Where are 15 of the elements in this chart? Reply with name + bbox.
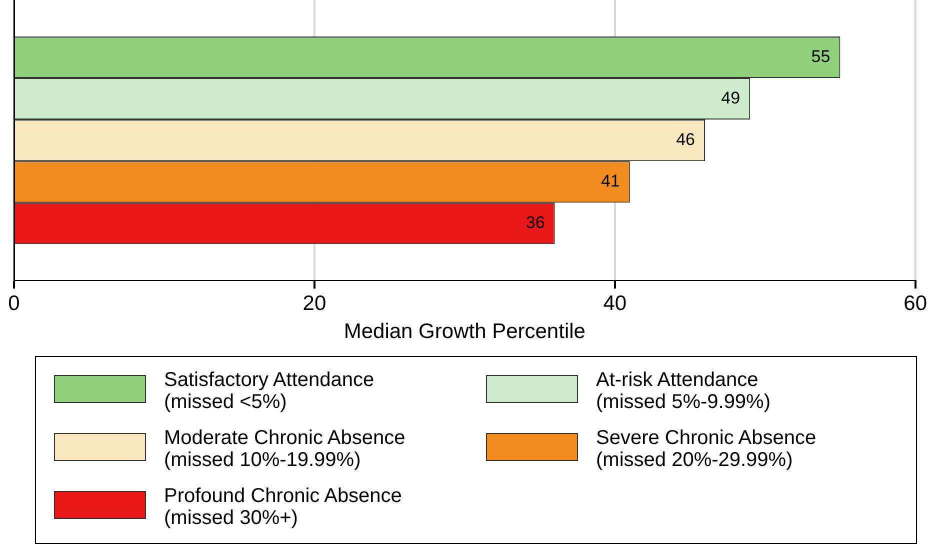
data-label: 55 — [811, 46, 830, 66]
x-tick-label: 60 — [904, 292, 927, 315]
legend-label: Moderate Chronic Absence (missed 10%-19.99%) — [164, 427, 406, 471]
data-label: 49 — [721, 88, 740, 108]
legend-label: Severe Chronic Absence (missed 20%-29.99%) — [596, 427, 816, 471]
x-tick-label: 40 — [603, 292, 627, 315]
x-tick-label: 20 — [302, 292, 326, 315]
data-label: 36 — [526, 213, 545, 232]
legend-label: Profound Chronic Absence (missed 30%+) — [164, 485, 402, 529]
data-label: 41 — [600, 172, 620, 191]
data-label: 46 — [676, 130, 696, 149]
x-axis-title: Median Growth Percentile — [344, 320, 586, 344]
legend-label: Satisfactory Attendance (missed <5%) — [164, 369, 374, 413]
x-tick-label: 0 — [8, 292, 20, 315]
legend-label: At-risk Attendance (missed 5%-9.99%) — [596, 369, 771, 413]
